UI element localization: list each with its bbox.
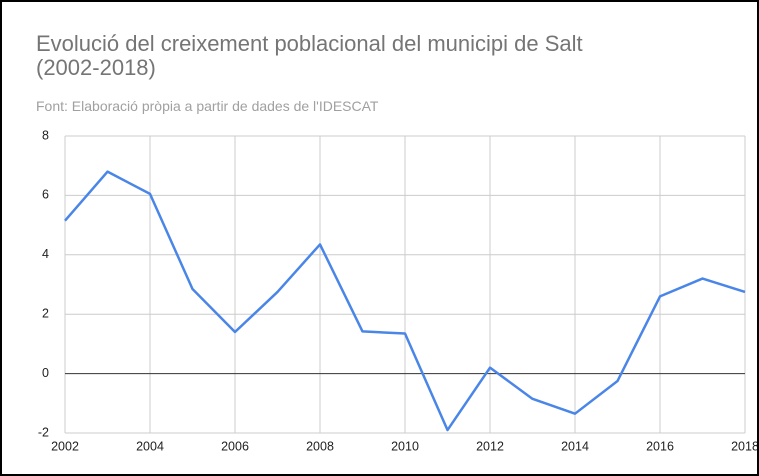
x-tick-label: 2016 bbox=[646, 439, 674, 453]
line-series bbox=[64, 170, 746, 432]
y-tick-label: 6 bbox=[42, 188, 49, 202]
x-tick-label: 2004 bbox=[136, 439, 164, 453]
chart-subtitle: Font: Elaboració pròpia a partir de dade… bbox=[36, 98, 379, 114]
y-tick-label: 4 bbox=[42, 247, 49, 261]
x-tick-label: 2012 bbox=[476, 439, 504, 453]
chart-title: Evolució del creixement poblacional del … bbox=[36, 31, 583, 80]
y-tick-label: 0 bbox=[42, 366, 49, 380]
x-tick-label: 2010 bbox=[391, 439, 419, 453]
x-tick-label: 2006 bbox=[221, 439, 249, 453]
x-tick-label: 2014 bbox=[561, 439, 589, 453]
x-tick-label: 2002 bbox=[51, 439, 79, 453]
x-tick-label: 2008 bbox=[306, 439, 334, 453]
y-tick-label: 8 bbox=[42, 128, 49, 142]
y-tick-label: -2 bbox=[38, 425, 49, 439]
x-tick-label: 2018 bbox=[731, 439, 757, 453]
y-tick-label: 2 bbox=[42, 306, 49, 320]
